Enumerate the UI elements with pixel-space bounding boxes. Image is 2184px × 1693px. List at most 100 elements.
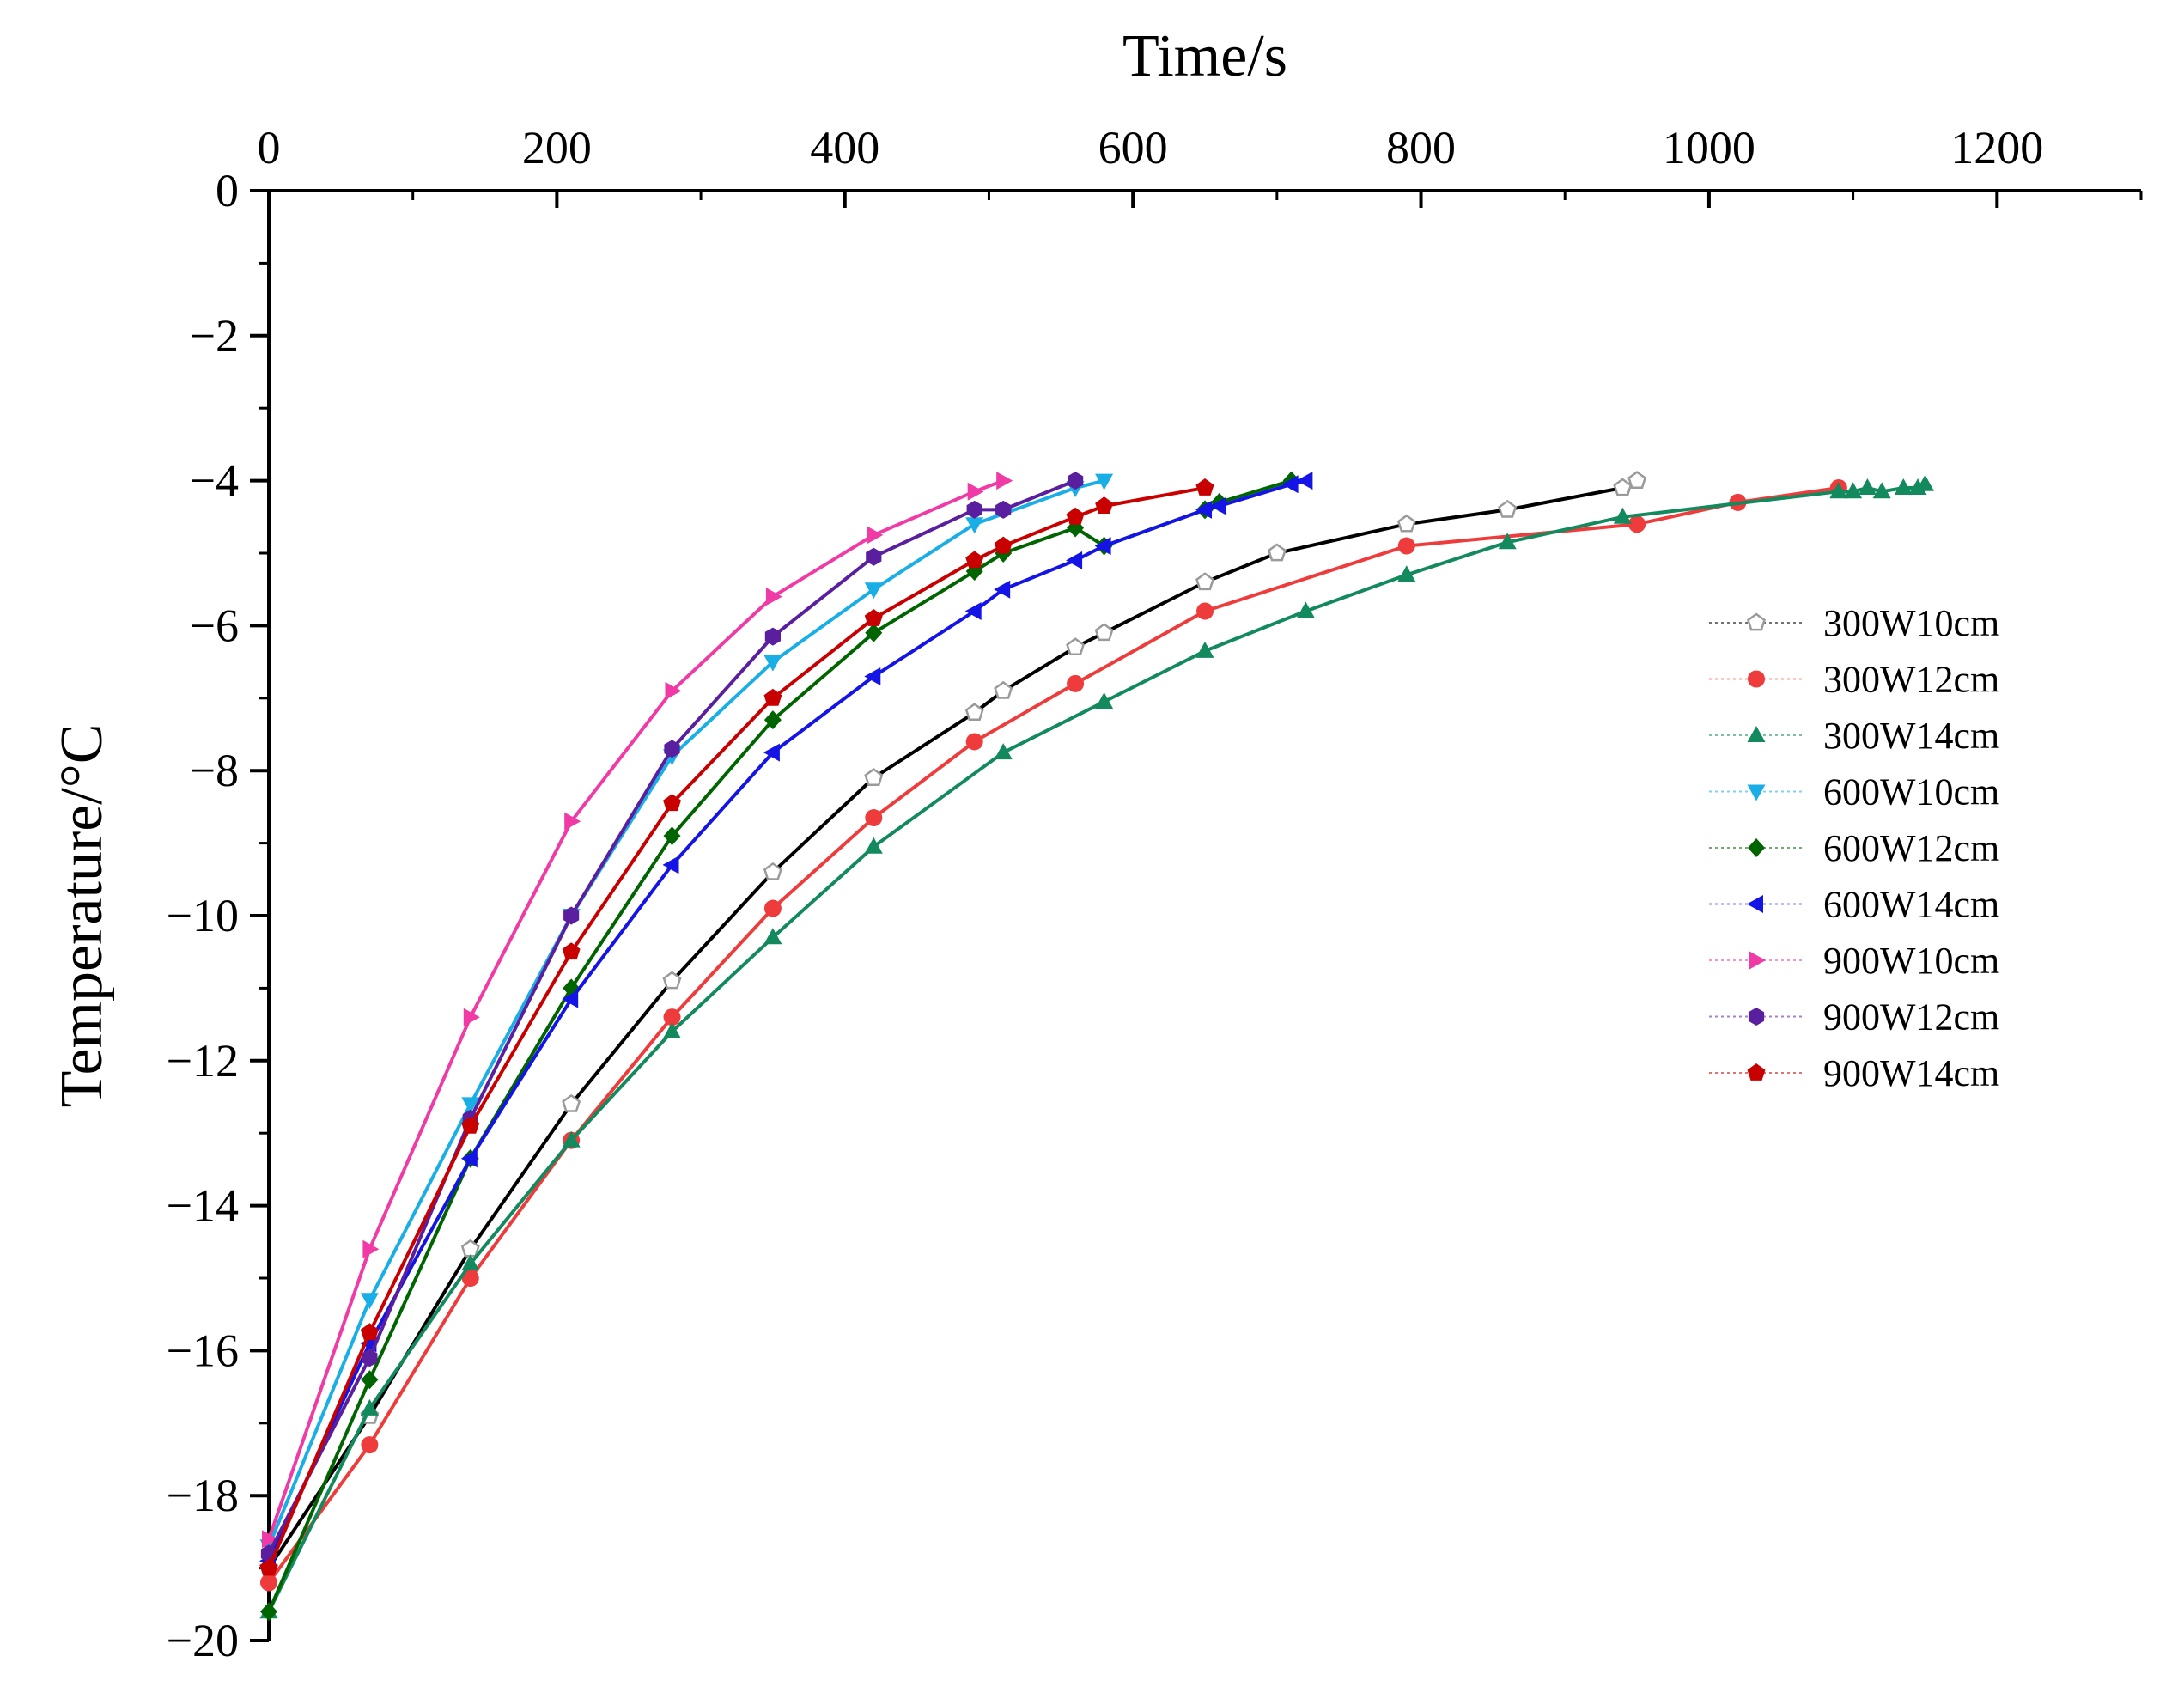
series-line xyxy=(267,486,1840,1584)
legend-marker xyxy=(1747,612,1766,631)
data-point xyxy=(1396,514,1416,533)
data-point xyxy=(1498,533,1517,550)
legend-label: 300W12cm xyxy=(1823,659,1999,701)
x-tick-label: 1000 xyxy=(1663,122,1755,174)
y-tick-label: −4 xyxy=(190,455,239,507)
data-point xyxy=(867,526,884,545)
series-300W14cm xyxy=(259,474,1934,1619)
data-point xyxy=(1858,478,1877,495)
data-point xyxy=(864,837,883,854)
legend-label: 900W14cm xyxy=(1823,1052,1999,1094)
data-point xyxy=(1829,482,1848,499)
data-point xyxy=(463,1008,480,1026)
x-tick-label: 800 xyxy=(1386,122,1456,174)
y-tick-label: −12 xyxy=(167,1035,239,1087)
data-point xyxy=(1209,496,1226,515)
series-600W10cm xyxy=(259,473,1114,1556)
data-point xyxy=(967,482,984,501)
legend-marker xyxy=(1747,784,1766,801)
data-point xyxy=(1844,482,1863,499)
legend-label: 300W14cm xyxy=(1823,715,1999,757)
legend: 300W10cm 300W12cm 300W14cm 600W10cm 600W12cm… xyxy=(1709,602,1999,1094)
data-point xyxy=(763,899,782,917)
data-point xyxy=(1916,474,1934,491)
data-point xyxy=(1628,515,1646,533)
series-900W10cm xyxy=(262,472,1013,1549)
data-point xyxy=(1397,565,1416,582)
data-point xyxy=(994,680,1013,699)
data-point xyxy=(763,928,782,945)
data-point xyxy=(360,1398,379,1416)
data-point xyxy=(764,627,781,646)
data-point xyxy=(562,990,579,1008)
series-900W12cm xyxy=(260,472,1084,1563)
data-point xyxy=(1095,692,1114,709)
data-point xyxy=(864,768,884,786)
data-point xyxy=(663,1008,681,1026)
series-line xyxy=(267,478,1004,1540)
legend-marker xyxy=(1747,1063,1766,1081)
data-point xyxy=(663,794,681,812)
data-point xyxy=(1498,499,1518,518)
data-point xyxy=(360,1293,379,1310)
data-point xyxy=(1195,641,1214,658)
data-point xyxy=(461,1254,480,1271)
series-line xyxy=(267,486,1206,1569)
data-point xyxy=(964,602,982,620)
legend-marker xyxy=(1748,838,1765,857)
data-point xyxy=(1195,572,1214,591)
data-point xyxy=(1094,537,1111,556)
y-tick-label: −16 xyxy=(167,1325,239,1376)
data-point xyxy=(1397,537,1415,555)
data-point xyxy=(994,743,1013,760)
data-point xyxy=(662,971,682,990)
data-point xyxy=(562,942,581,960)
data-point xyxy=(564,812,581,831)
data-point xyxy=(562,1130,581,1148)
data-point xyxy=(994,580,1011,599)
data-point xyxy=(663,1022,681,1038)
data-point xyxy=(965,517,984,534)
y-tick-label: −10 xyxy=(167,890,239,941)
data-point xyxy=(1068,472,1084,490)
legend-label: 600W12cm xyxy=(1823,827,1999,869)
data-point xyxy=(965,551,984,569)
data-point xyxy=(994,536,1013,554)
data-point xyxy=(361,1436,379,1454)
y-tick-label: −20 xyxy=(167,1615,239,1666)
series-layer xyxy=(259,471,1934,1622)
y-tick-label: −14 xyxy=(167,1180,239,1232)
data-point xyxy=(1613,478,1633,496)
x-tick-label: 400 xyxy=(810,122,879,174)
y-tick-label: −2 xyxy=(190,310,239,362)
data-point xyxy=(763,743,780,762)
data-point xyxy=(864,582,883,600)
data-point xyxy=(362,1349,378,1367)
data-point xyxy=(865,809,883,827)
y-tick-label: −18 xyxy=(167,1470,239,1521)
series-300W12cm xyxy=(260,479,1847,1592)
data-point xyxy=(460,1149,478,1168)
series-line xyxy=(267,478,1105,1548)
data-point xyxy=(865,623,883,642)
data-point xyxy=(1267,543,1287,562)
series-900W14cm xyxy=(259,478,1214,1576)
data-point xyxy=(996,472,1013,490)
data-point xyxy=(1196,602,1214,620)
data-point xyxy=(1195,500,1212,519)
x-tick-label: 200 xyxy=(522,122,592,174)
data-point xyxy=(864,667,881,685)
y-tick-label: −6 xyxy=(190,600,239,651)
legend-label: 300W10cm xyxy=(1823,602,1999,644)
y-tick-label: 0 xyxy=(216,165,239,216)
data-point xyxy=(1095,473,1114,490)
data-point xyxy=(1095,496,1114,514)
data-point xyxy=(1066,551,1083,569)
legend-marker xyxy=(1748,1008,1765,1026)
data-point xyxy=(1296,472,1313,490)
legend-marker xyxy=(1747,895,1763,913)
data-point xyxy=(664,740,680,758)
data-point xyxy=(260,1574,277,1592)
data-point xyxy=(763,710,782,730)
